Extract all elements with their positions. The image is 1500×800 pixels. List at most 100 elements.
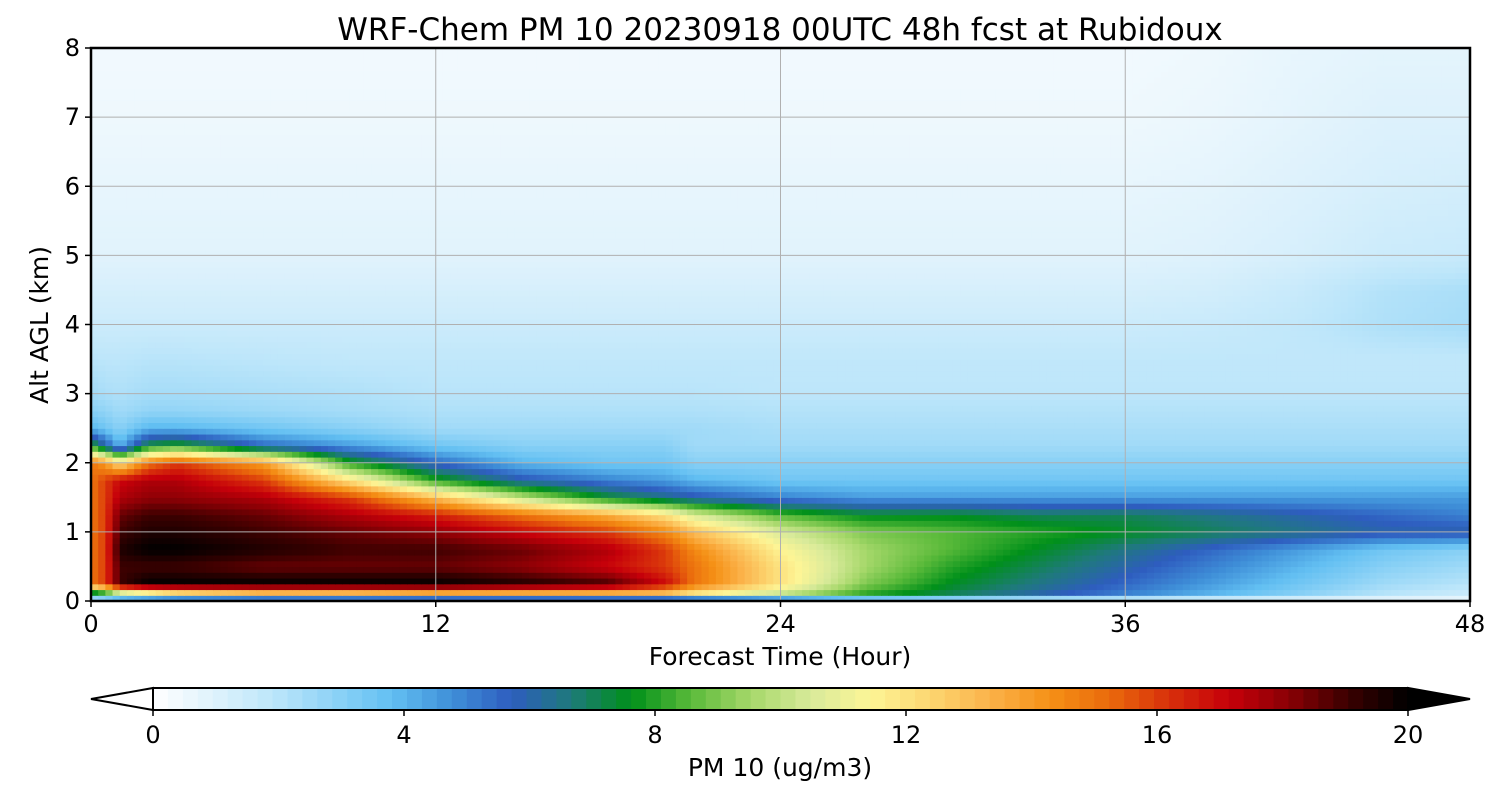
heatmap-cell [407, 589, 415, 595]
heatmap-cell [472, 509, 480, 515]
heatmap-cell [917, 480, 925, 486]
heatmap-cell [1369, 572, 1377, 578]
heatmap-cell [177, 497, 185, 503]
heatmap-cell [479, 515, 487, 521]
heatmap-cell [192, 549, 200, 555]
heatmap-cell [910, 578, 918, 584]
heatmap-cell [795, 509, 803, 515]
heatmap-cell [543, 463, 551, 469]
heatmap-cell [450, 497, 458, 503]
heatmap-cell [996, 584, 1004, 590]
heatmap-cell [127, 486, 135, 492]
heatmap-cell [1183, 497, 1191, 503]
heatmap-cell [199, 555, 207, 561]
heatmap-cell [141, 578, 149, 584]
heatmap-cell [630, 480, 638, 486]
heatmap-cell [1405, 509, 1413, 515]
heatmap-cell [1082, 463, 1090, 469]
heatmap-cell [479, 555, 487, 561]
heatmap-cell [989, 584, 997, 590]
heatmap-cell [350, 566, 358, 572]
heatmap-cell [256, 520, 264, 526]
heatmap-cell [1190, 492, 1198, 498]
heatmap-cell [1032, 503, 1040, 509]
heatmap-cell [421, 480, 429, 486]
heatmap-cell [400, 578, 408, 584]
heatmap-cell [443, 543, 451, 549]
heatmap-cell [895, 538, 903, 544]
heatmap-cell [220, 520, 228, 526]
heatmap-cell [587, 509, 595, 515]
heatmap-cell [888, 543, 896, 549]
heatmap-cell [141, 555, 149, 561]
heatmap-cell [184, 538, 192, 544]
heatmap-cell [543, 578, 551, 584]
heatmap-cell [1276, 515, 1284, 521]
heatmap-cell [845, 515, 853, 521]
heatmap-cell [931, 515, 939, 521]
heatmap-cell [1125, 463, 1133, 469]
heatmap-cell [1068, 474, 1076, 480]
heatmap-cell [824, 584, 832, 590]
heatmap-cell [1061, 451, 1069, 457]
heatmap-cell [996, 497, 1004, 503]
heatmap-cell [644, 474, 652, 480]
heatmap-cell [1312, 486, 1320, 492]
heatmap-cell [939, 474, 947, 480]
heatmap-cell [1391, 589, 1399, 595]
heatmap-cell [472, 474, 480, 480]
heatmap-cell [852, 532, 860, 538]
heatmap-cell [1082, 572, 1090, 578]
heatmap-cell [759, 520, 767, 526]
heatmap-cell [371, 532, 379, 538]
heatmap-cell [701, 555, 709, 561]
heatmap-cell [1082, 515, 1090, 521]
heatmap-cell [1176, 486, 1184, 492]
heatmap-cell [1003, 497, 1011, 503]
heatmap-cell [608, 538, 616, 544]
heatmap-cell [752, 578, 760, 584]
heatmap-cell [1061, 543, 1069, 549]
heatmap-cell [1334, 480, 1342, 486]
heatmap-cell [1211, 555, 1219, 561]
heatmap-cell [1075, 561, 1083, 567]
heatmap-cell [1448, 555, 1456, 561]
heatmap-cell [292, 578, 300, 584]
heatmap-cell [1384, 520, 1392, 526]
heatmap-cell [1341, 520, 1349, 526]
heatmap-cell [1319, 515, 1327, 521]
heatmap-cell [716, 561, 724, 567]
heatmap-cell [177, 589, 185, 595]
heatmap-cell [903, 474, 911, 480]
heatmap-cell [1334, 538, 1342, 544]
heatmap-cell [156, 572, 164, 578]
heatmap-cell [845, 543, 853, 549]
heatmap-cell [1068, 578, 1076, 584]
heatmap-cell [227, 561, 235, 567]
heatmap-cell [587, 584, 595, 590]
heatmap-cell [184, 532, 192, 538]
heatmap-cell [558, 451, 566, 457]
heatmap-cell [572, 503, 580, 509]
heatmap-cell [1032, 469, 1040, 475]
heatmap-cell [1319, 486, 1327, 492]
heatmap-cell [1398, 509, 1406, 515]
heatmap-cell [1046, 572, 1054, 578]
heatmap-cell [1456, 480, 1464, 486]
heatmap-cell [924, 566, 932, 572]
heatmap-cell [867, 584, 875, 590]
heatmap-cell [1154, 463, 1162, 469]
heatmap-cell [903, 555, 911, 561]
heatmap-cell [680, 566, 688, 572]
heatmap-cell [852, 555, 860, 561]
heatmap-cell [1003, 480, 1011, 486]
heatmap-cell [788, 515, 796, 521]
heatmap-cell [1240, 503, 1248, 509]
heatmap-cell [385, 561, 393, 567]
heatmap-cell [723, 532, 731, 538]
heatmap-cell [1032, 538, 1040, 544]
heatmap-cell [1190, 549, 1198, 555]
heatmap-cell [766, 503, 774, 509]
heatmap-cell [350, 561, 358, 567]
heatmap-cell [1190, 509, 1198, 515]
